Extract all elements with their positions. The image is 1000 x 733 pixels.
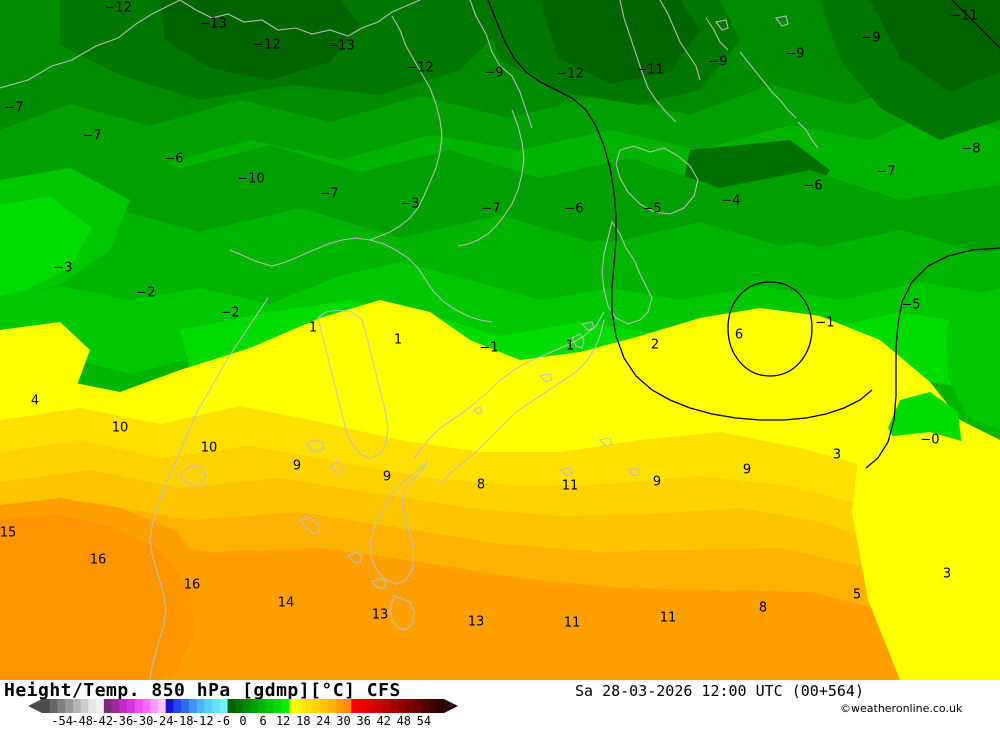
colorbar-swatch	[266, 699, 275, 713]
copyright-label: ©weatheronline.co.uk	[840, 702, 963, 715]
colorbar-tick-label: -18	[171, 714, 194, 728]
colorbar-swatch	[397, 699, 406, 713]
colorbar-swatch	[72, 699, 81, 713]
colorbar-swatch	[297, 699, 306, 713]
colorbar-swatch	[258, 699, 267, 713]
colorbar-tick-label: 0	[239, 714, 247, 728]
colorbar-swatch	[312, 699, 321, 713]
colorbar-swatch	[103, 699, 112, 713]
colorbar-tick-label: -48	[71, 714, 94, 728]
colorbar-swatch	[382, 699, 391, 713]
colorbar-swatch	[328, 699, 337, 713]
colorbar-swatch	[80, 699, 89, 713]
colorbar-tick-label: -12	[191, 714, 214, 728]
colorbar-tick-label: 54	[416, 714, 432, 728]
valid-datetime-label: Sa 28-03-2026 12:00 UTC (00+564)	[575, 682, 864, 700]
colorbar-swatch	[219, 699, 228, 713]
colorbar-swatch	[165, 699, 174, 713]
colorbar-swatch	[428, 699, 437, 713]
colorbar-swatch	[111, 699, 120, 713]
colorbar-swatch	[127, 699, 136, 713]
colorbar-swatch	[413, 699, 422, 713]
coastline-layer	[0, 0, 819, 680]
chart-title: Height/Temp. 850 hPa [gdmp][°C] CFS	[4, 680, 401, 701]
colorbar-swatch	[57, 699, 66, 713]
colorbar-tick-label: -54	[51, 714, 73, 728]
colorbar-swatch	[96, 699, 105, 713]
colorbar-swatch	[335, 699, 344, 713]
colorbar-tick-label: 30	[336, 714, 351, 728]
colorbar-swatch	[181, 699, 190, 713]
colorbar-swatch	[320, 699, 329, 713]
colorbar-tick-label: -36	[111, 714, 134, 728]
colorbar-tick-label: 18	[296, 714, 311, 728]
colorbar-swatch	[281, 699, 290, 713]
colorbar-tick-label: -24	[151, 714, 174, 728]
colorbar-swatch	[374, 699, 383, 713]
colorbar-swatch	[65, 699, 74, 713]
colorbar-tick-label: 12	[275, 714, 291, 728]
colorbar-swatch	[235, 699, 244, 713]
colorbar-tick-label: -42	[91, 714, 114, 728]
colorbar-swatch	[343, 699, 352, 713]
colorbar-swatch	[243, 699, 252, 713]
colorbar-swatch	[358, 699, 368, 713]
colorbar-swatch	[150, 699, 159, 713]
colorbar-swatch	[42, 699, 51, 713]
colorbar-swatch	[157, 699, 167, 713]
colorbar-swatches	[28, 699, 458, 713]
colorbar-swatch	[134, 699, 143, 713]
colorbar-tick-label: -6	[215, 714, 231, 728]
weather-map-canvas[interactable]: −12 −13 −12 −13 −12 −9 −12 −11 −9 −9 −9 −11 −7 −7 −6 −1…	[0, 0, 1000, 680]
colorbar-swatch	[88, 699, 97, 713]
colorbar-swatch	[119, 699, 128, 713]
colorbar-swatch	[49, 699, 58, 713]
colorbar-swatch	[173, 699, 182, 713]
colorbar-swatch	[436, 699, 445, 713]
colorbar-tick-label: 36	[356, 714, 371, 728]
colorbar-tick-label: -30	[131, 714, 154, 728]
colorbar-swatch	[142, 699, 151, 713]
colorbar-tick-label: 42	[376, 714, 391, 728]
geopotential-height-isolines	[487, 0, 1000, 469]
map-footer: Height/Temp. 850 hPa [gdmp][°C] CFS Sa 2…	[0, 680, 1000, 733]
colorbar-swatch	[273, 699, 282, 713]
colorbar-swatch	[227, 699, 236, 713]
colorbar-swatch	[289, 699, 298, 713]
temperature-contour-fill	[0, 0, 1000, 680]
colorbar-swatch	[196, 699, 205, 713]
colorbar-swatch	[420, 699, 429, 713]
colorbar-swatch	[304, 699, 313, 713]
colorbar-swatch	[389, 699, 398, 713]
colorbar-tick-label: 6	[259, 714, 267, 728]
colorbar-swatch	[405, 699, 414, 713]
colorbar-swatch	[188, 699, 197, 713]
colorbar-swatch	[366, 699, 375, 713]
colorbar-swatch	[204, 699, 213, 713]
temperature-colorbar: -54 -48 -42 -36 -30 -24 -18 -12 -6 0 6 12 18 24 30 36 42…	[28, 699, 458, 728]
colorbar-swatch	[351, 699, 360, 713]
colorbar-tick-label: 24	[316, 714, 331, 728]
colorbar-tick-labels: -54 -48 -42 -36 -30 -24 -18 -12 -6 0 6 12 18 24 30 36 42…	[28, 714, 458, 730]
colorbar-swatch	[250, 699, 259, 713]
colorbar-tick-label: 48	[396, 714, 412, 728]
colorbar-swatch	[212, 699, 221, 713]
